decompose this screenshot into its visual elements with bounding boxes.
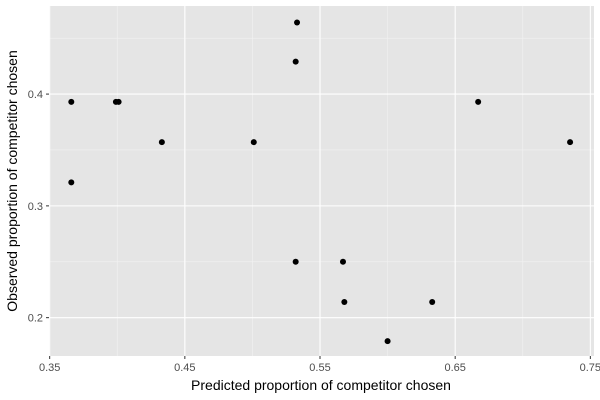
minor-grid: [49, 6, 594, 356]
y-axis-title: Observed proportion of competitor chosen: [4, 50, 20, 311]
y-tick-label: 0.4: [28, 89, 43, 101]
data-point: [339, 258, 346, 265]
data-point: [475, 98, 482, 105]
data-point: [429, 299, 436, 306]
x-axis-title: Predicted proportion of competitor chose…: [191, 377, 451, 393]
data-point: [68, 179, 75, 186]
data-point: [567, 139, 574, 146]
x-tick-label: 0.65: [444, 362, 465, 374]
data-point: [292, 58, 299, 65]
data-point: [68, 98, 75, 105]
major-grid: [49, 6, 594, 356]
y-tick-label: 0.2: [28, 313, 43, 325]
y-tick-label: 0.3: [28, 201, 43, 213]
data-point: [292, 258, 299, 265]
data-point: [250, 139, 257, 146]
data-point: [384, 338, 391, 345]
plot-panel: [49, 6, 594, 356]
x-tick-label: 0.35: [39, 362, 60, 374]
axis-tick-labels: 0.35 0.45 0.55 0.65 0.75 0.2 0.3 0.4: [28, 89, 600, 374]
data-point: [158, 139, 165, 146]
axis-ticks: [46, 93, 591, 359]
x-tick-label: 0.55: [309, 362, 330, 374]
data-point: [341, 299, 348, 306]
x-tick-label: 0.45: [174, 362, 195, 374]
x-tick-label: 0.75: [580, 362, 600, 374]
data-points: [68, 19, 574, 345]
data-point: [294, 19, 301, 26]
data-point: [115, 98, 122, 105]
